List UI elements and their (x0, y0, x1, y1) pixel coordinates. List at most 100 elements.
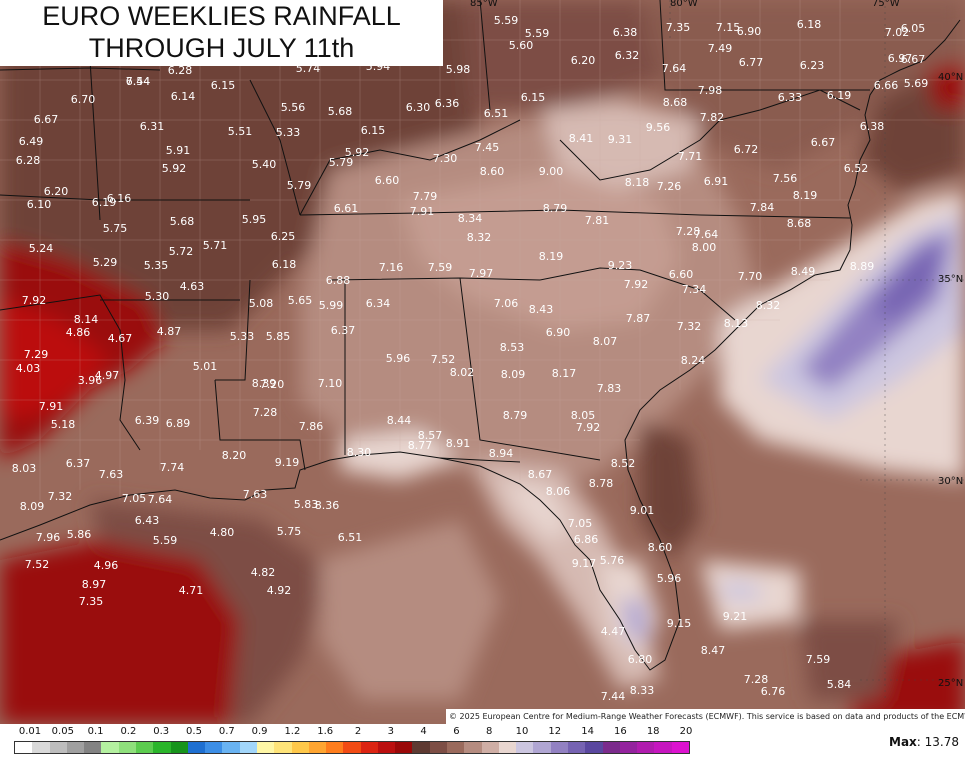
rainfall-value-label: 7.16 (379, 261, 404, 274)
max-value: Max: 13.78 (889, 735, 959, 749)
rainfall-value-label: 8.30 (347, 446, 372, 459)
rainfall-value-label: 5.69 (904, 77, 929, 90)
legend-swatch (170, 742, 188, 753)
rainfall-value-label: 6.67 (901, 53, 926, 66)
rainfall-value-label: 7.71 (678, 150, 703, 163)
rainfall-value-label: 6.20 (44, 185, 69, 198)
rainfall-value-label: 8.18 (625, 176, 650, 189)
rainfall-value-label: 5.24 (29, 242, 54, 255)
rainfall-value-label: 6.67 (34, 113, 59, 126)
rainfall-value-label: 8.41 (569, 132, 594, 145)
legend-tick-label: 0.7 (218, 726, 235, 737)
rainfall-value-label: 4.96 (94, 559, 119, 572)
legend-tick-label: 14 (581, 726, 594, 737)
rainfall-value-label: 6.60 (669, 268, 694, 281)
rainfall-value-label: 6.37 (331, 324, 356, 337)
rainfall-value-label: 7.05 (122, 492, 147, 505)
rainfall-value-label: 7.52 (25, 558, 50, 571)
legend-swatch (222, 742, 240, 753)
rainfall-value-label: 8.09 (501, 368, 526, 381)
rainfall-value-label: 7.87 (626, 312, 651, 325)
rainfall-value-label: 8.68 (787, 217, 812, 230)
rainfall-value-label: 8.36 (315, 499, 340, 512)
lon-label-75: 75°W (872, 0, 900, 9)
rainfall-value-label: 9.01 (630, 504, 655, 517)
rainfall-value-label: 7.79 (413, 190, 438, 203)
rainfall-value-label: 5.86 (67, 528, 92, 541)
rainfall-value-label: 6.66 (874, 79, 899, 92)
rainfall-value-label: 7.97 (469, 267, 494, 280)
rainfall-value-label: 5.92 (162, 162, 187, 175)
rainfall-value-label: 8.49 (791, 265, 816, 278)
rainfall-value-label: 4.92 (267, 584, 292, 597)
rainfall-value-label: 5.96 (657, 572, 682, 585)
rainfall-value-label: 5.75 (103, 222, 128, 235)
rainfall-value-label: 8.47 (701, 644, 726, 657)
rainfall-value-label: 7.91 (410, 205, 435, 218)
rainfall-value-label: 7.84 (750, 201, 775, 214)
rainfall-value-label: 6.30 (406, 101, 431, 114)
rainfall-value-label: 9.21 (723, 610, 748, 623)
rainfall-value-label: 7.86 (299, 420, 324, 433)
rainfall-value-label: 5.72 (169, 245, 194, 258)
rainfall-value-label: 6.77 (739, 56, 764, 69)
rainfall-value-label: 4.47 (601, 625, 626, 638)
legend-tick-label: 4 (420, 726, 427, 737)
rainfall-value-label: 7.10 (318, 377, 343, 390)
rainfall-value-label: 4.63 (180, 280, 205, 293)
max-label: Max (889, 735, 917, 749)
rainfall-value-label: 7.74 (160, 461, 185, 474)
legend-colorbar (14, 741, 690, 754)
rainfall-value-label: 5.76 (600, 554, 625, 567)
rainfall-value-label: 5.68 (170, 215, 195, 228)
map-canvas: 35°N 30°N 25°N 40°N 85°W 80°W 75°W 6.54 6… (0, 0, 965, 724)
rainfall-value-label: 7.63 (243, 488, 268, 501)
legend-swatch (481, 742, 499, 753)
rainfall-value-label: 6.05 (901, 22, 926, 35)
rainfall-value-label: 5.65 (288, 294, 313, 307)
rainfall-value-label: 6.39 (135, 414, 160, 427)
rainfall-value-label: 6.51 (338, 531, 363, 544)
title-line-1: EURO WEEKLIES RAINFALL (42, 1, 401, 31)
legend-swatch (101, 742, 119, 753)
rainfall-value-label: 8.05 (571, 409, 596, 422)
legend-swatch (533, 742, 551, 753)
rainfall-value-label: 5.01 (193, 360, 218, 373)
rainfall-value-label: 7.44 (601, 690, 626, 703)
legend-swatch (654, 742, 672, 753)
legend-swatch (308, 742, 327, 753)
rainfall-value-label: 8.14 (74, 313, 99, 326)
legend-tick-label: 10 (515, 726, 529, 737)
rainfall-value-label: 7.32 (677, 320, 702, 333)
rainfall-value-label: 6.28 (168, 64, 193, 77)
rainfall-value-label: 8.34 (458, 212, 483, 225)
rainfall-value-label: 5.29 (93, 256, 118, 269)
rainfall-value-label: 8.19 (793, 189, 818, 202)
legend-swatch (360, 742, 378, 753)
rainfall-value-label: 6.16 (107, 192, 132, 205)
rainfall-value-label: 8.77 (408, 439, 433, 452)
rainfall-value-label: 8.00 (692, 241, 717, 254)
rainfall-value-label: 7.15 (716, 21, 741, 34)
legend-swatch (66, 742, 85, 753)
rainfall-value-label: 5.99 (319, 299, 344, 312)
rainfall-value-label: 7.64 (148, 493, 173, 506)
rainfall-value-label: 8.97 (82, 578, 107, 591)
rainfall-value-label: 5.79 (287, 179, 312, 192)
rainfall-value-label: 5.59 (494, 14, 519, 27)
rainfall-value-label: 6.70 (71, 93, 96, 106)
rainfall-value-label: 6.60 (375, 174, 400, 187)
legend-tick-label: 18 (646, 726, 660, 737)
rainfall-value-label: 7.05 (568, 517, 593, 530)
rainfall-value-label: 7.59 (806, 653, 831, 666)
legend-swatch (49, 742, 67, 753)
rainfall-value-label: 8.94 (489, 447, 514, 460)
rainfall-value-label: 6.18 (797, 18, 822, 31)
rainfall-value-label: 6.23 (800, 59, 825, 72)
rainfall-value-label: 7.64 (662, 62, 687, 75)
rainfall-value-label: 8.06 (546, 485, 571, 498)
legend-swatch (568, 742, 586, 753)
legend-swatch (153, 742, 171, 753)
legend-swatch (84, 742, 102, 753)
rainfall-value-label: 6.18 (272, 258, 297, 271)
